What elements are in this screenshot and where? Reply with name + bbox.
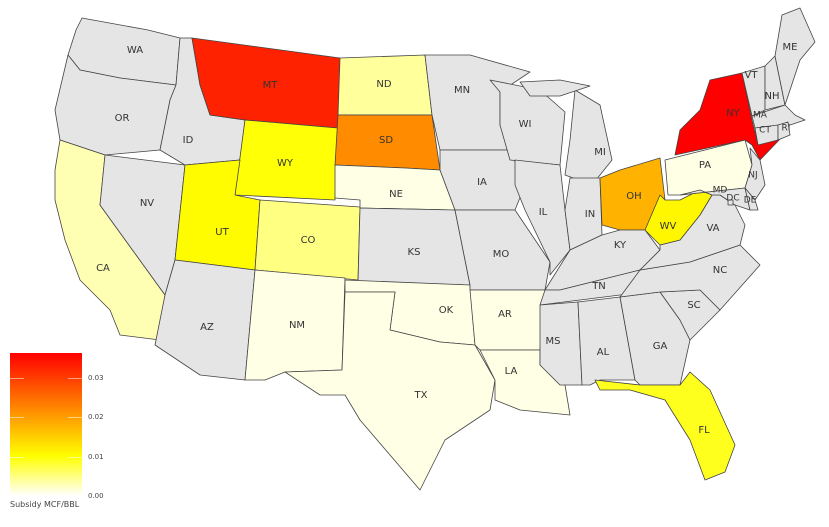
state-label-or: OR xyxy=(115,113,130,124)
state-label-ca: CA xyxy=(96,263,110,274)
state-label-wv: WV xyxy=(660,221,677,232)
state-label-ut: UT xyxy=(215,227,229,238)
state-label-ms: MS xyxy=(546,336,561,347)
legend-tick: 0.03 xyxy=(88,374,104,382)
state-label-ri: RI xyxy=(782,124,791,134)
state-label-nd: ND xyxy=(376,79,391,90)
state-label-de: DE xyxy=(744,196,757,206)
state-label-ar: AR xyxy=(498,309,512,320)
state-fl[interactable] xyxy=(594,371,736,481)
state-label-mt: MT xyxy=(263,80,279,91)
state-label-ct: CT xyxy=(759,126,771,136)
state-label-nj: NJ xyxy=(748,171,757,181)
state-ny[interactable] xyxy=(674,72,783,161)
state-label-wy: WY xyxy=(277,158,294,169)
state-label-ks: KS xyxy=(408,247,421,258)
state-label-mo: MO xyxy=(493,249,510,260)
state-label-az: AZ xyxy=(200,322,214,333)
state-label-md: MD xyxy=(713,186,728,196)
legend-tick: 0.02 xyxy=(88,413,104,421)
state-ri[interactable] xyxy=(777,121,791,141)
state-label-nm: NM xyxy=(289,320,305,331)
state-label-oh: OH xyxy=(626,191,641,202)
state-label-me: ME xyxy=(783,42,798,53)
state-label-wi: WI xyxy=(519,119,532,130)
state-label-al: AL xyxy=(597,347,610,358)
legend-tick: 0.00 xyxy=(88,492,104,500)
state-de[interactable] xyxy=(744,187,759,211)
state-il[interactable] xyxy=(514,159,571,276)
state-label-nc: NC xyxy=(713,265,727,276)
state-label-nv: NV xyxy=(140,198,154,209)
state-az[interactable] xyxy=(154,259,256,381)
state-label-mn: MN xyxy=(454,85,470,96)
state-label-mi: MI xyxy=(594,147,606,158)
legend-title: Subsidy MCF/BBL xyxy=(10,500,80,509)
state-label-ky: KY xyxy=(614,240,627,251)
legend-tick: 0.01 xyxy=(88,453,104,461)
state-label-id: ID xyxy=(183,135,194,146)
state-label-la: LA xyxy=(505,366,518,377)
state-label-ia: IA xyxy=(477,177,487,188)
state-label-sd: SD xyxy=(379,135,393,146)
state-label-pa: PA xyxy=(699,160,711,171)
state-label-tn: TN xyxy=(591,281,606,292)
state-ar[interactable] xyxy=(469,289,546,351)
state-mi[interactable] xyxy=(519,79,591,97)
state-label-sc: SC xyxy=(687,300,700,311)
state-label-nh: NH xyxy=(765,91,780,102)
state-label-ma: MA xyxy=(753,111,768,121)
state-dc[interactable] xyxy=(727,199,734,206)
state-label-co: CO xyxy=(301,235,316,246)
state-label-vt: VT xyxy=(745,70,759,81)
state-ne[interactable] xyxy=(334,164,456,211)
color-legend: 0.03 0.02 0.01 0.00 Subsidy MCF/BBL xyxy=(10,353,120,523)
legend-colorbar xyxy=(10,353,82,496)
state-label-va: VA xyxy=(706,223,719,234)
state-label-il: IL xyxy=(539,207,548,218)
state-label-ny: NY xyxy=(726,108,740,119)
state-label-fl: FL xyxy=(698,425,710,436)
state-label-ne: NE xyxy=(389,189,403,200)
state-label-ok: OK xyxy=(439,305,454,316)
state-label-tx: TX xyxy=(414,390,428,401)
state-label-ga: GA xyxy=(653,341,668,352)
state-label-wa: WA xyxy=(127,45,143,56)
state-label-dc: DC xyxy=(726,194,739,204)
state-tx[interactable] xyxy=(284,291,496,491)
state-label-in: IN xyxy=(585,209,595,220)
state-mi[interactable] xyxy=(564,89,613,186)
